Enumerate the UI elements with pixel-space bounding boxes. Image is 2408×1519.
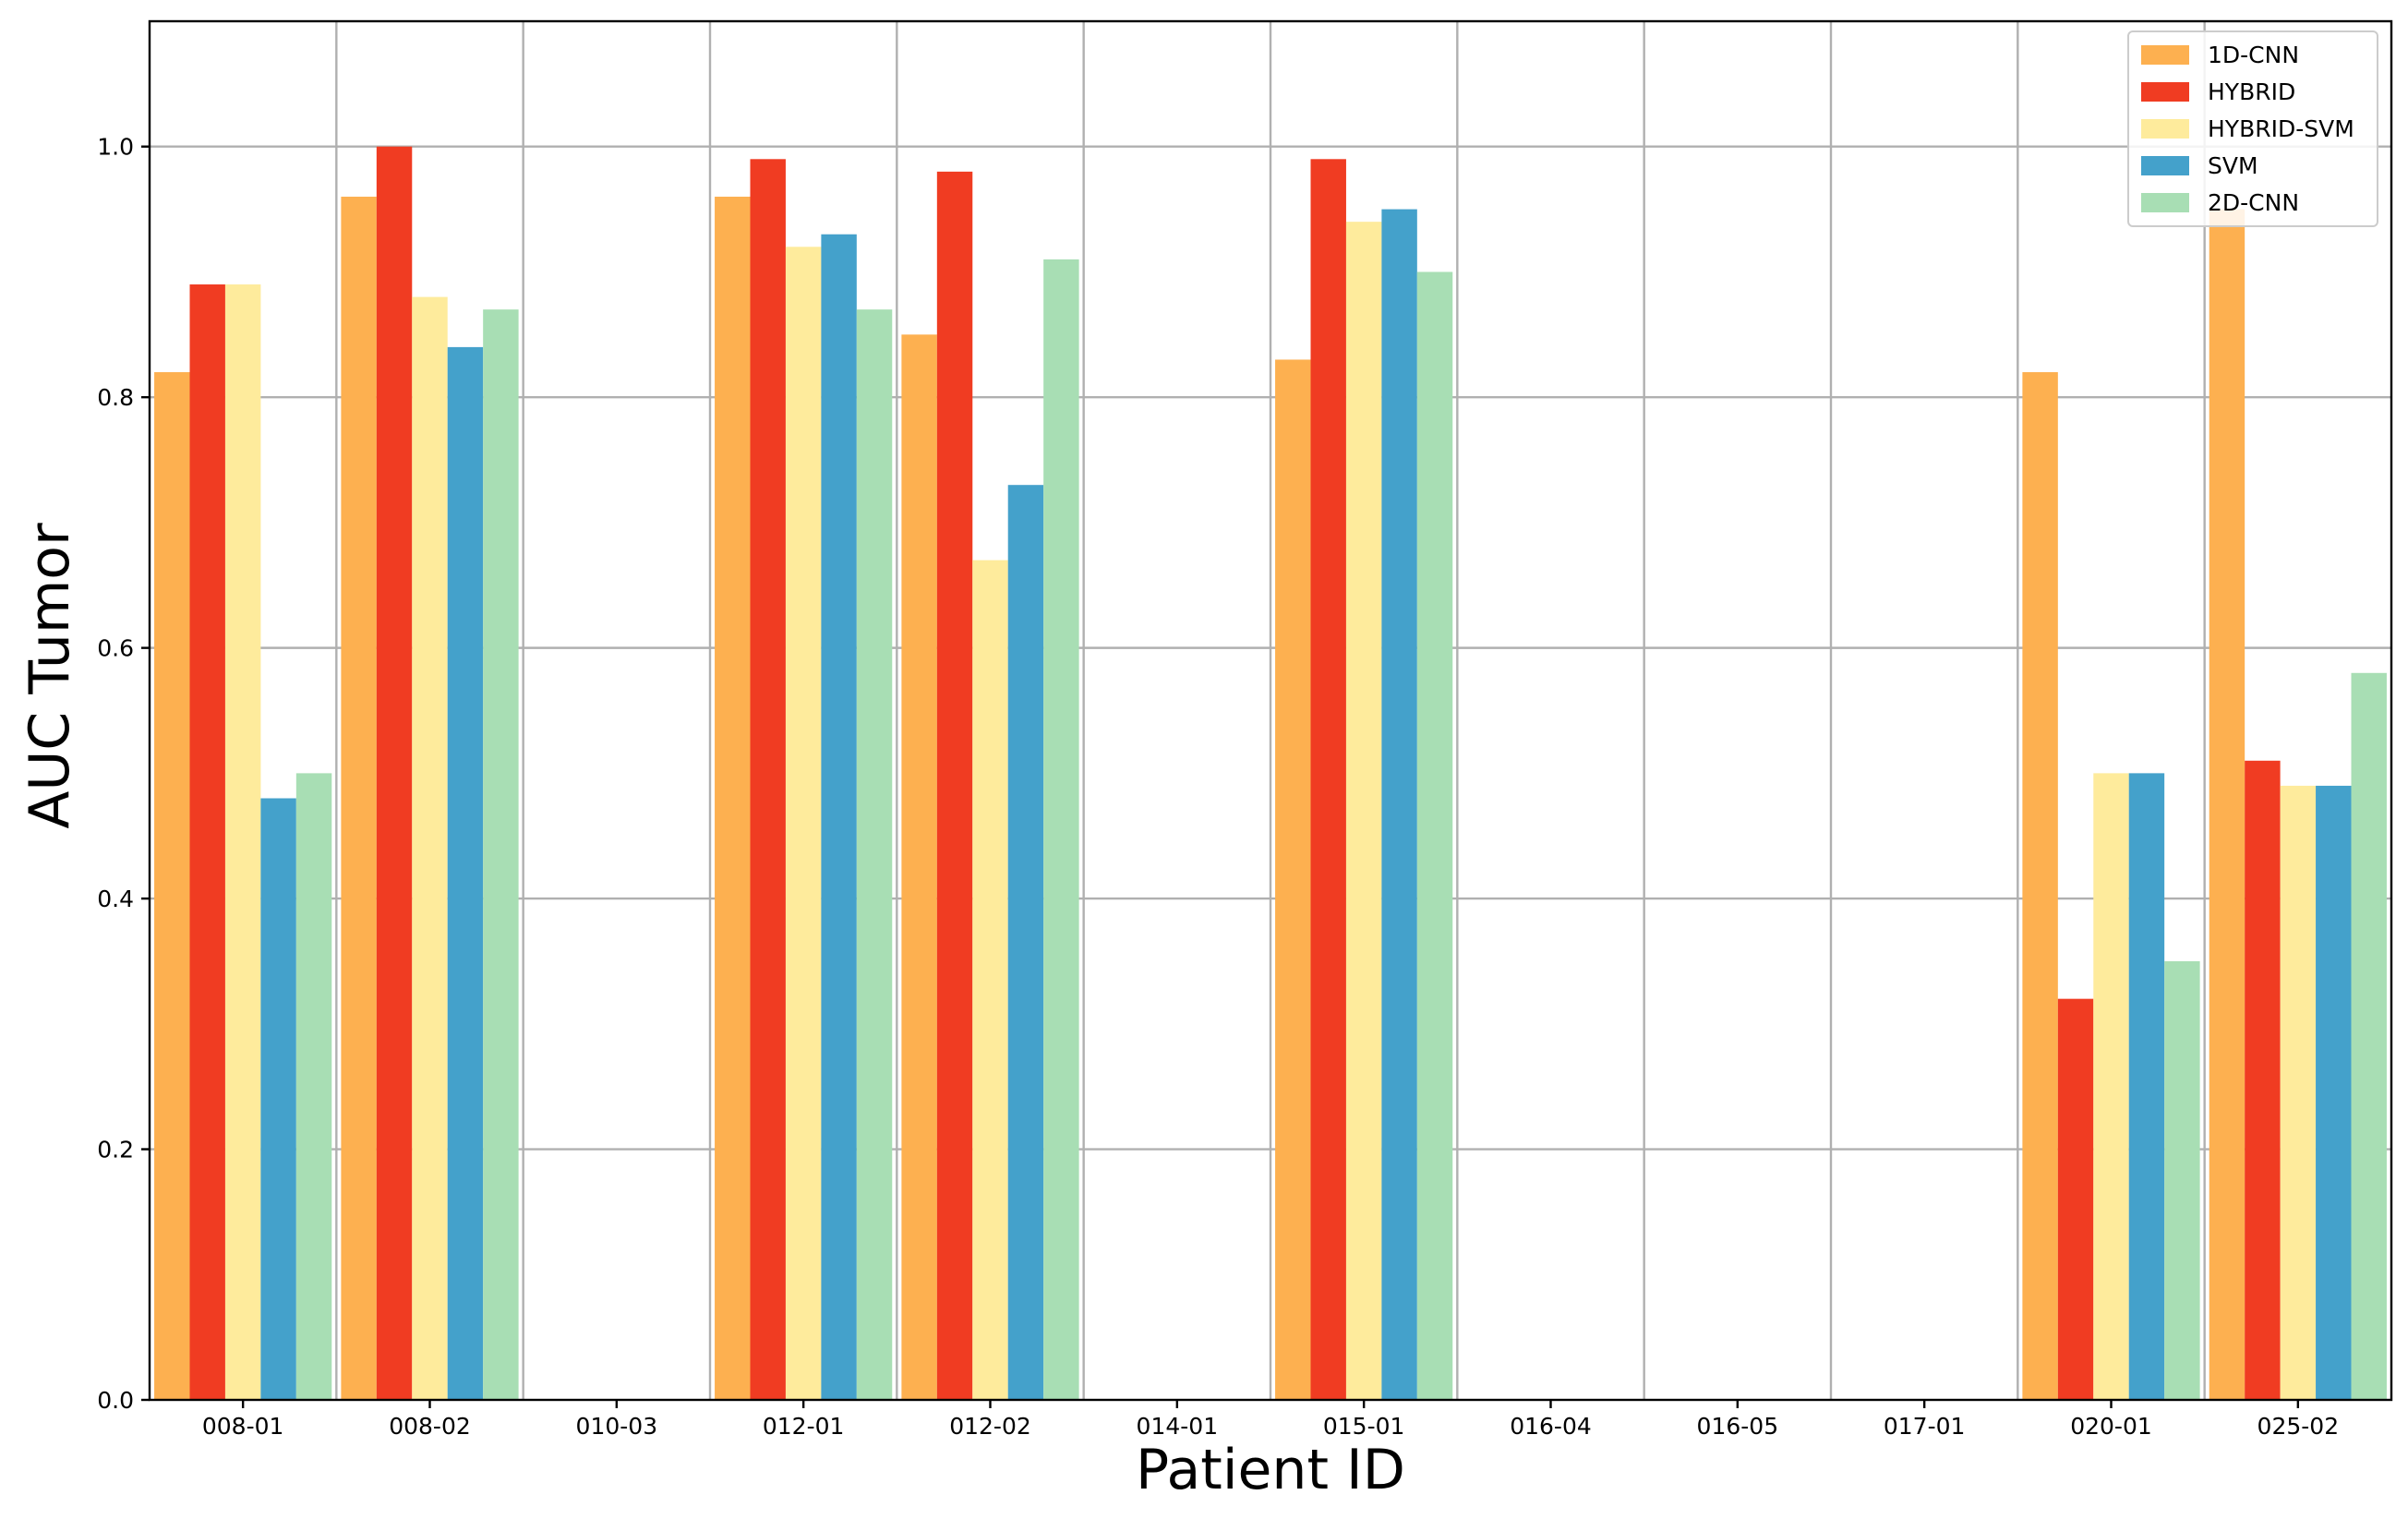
y-tick-label: 0.6 bbox=[97, 635, 134, 662]
legend-label: 2D-CNN bbox=[2208, 189, 2299, 216]
x-tick-label: 008-02 bbox=[389, 1413, 471, 1440]
bar bbox=[2128, 773, 2165, 1400]
bar bbox=[260, 798, 296, 1400]
bar bbox=[856, 309, 893, 1400]
bar bbox=[376, 146, 413, 1400]
bar bbox=[2057, 998, 2094, 1400]
bar bbox=[2316, 785, 2352, 1400]
y-tick-label: 0.8 bbox=[97, 384, 134, 411]
x-tick-label: 017-01 bbox=[1884, 1413, 1966, 1440]
legend-swatch bbox=[2141, 82, 2189, 102]
bar bbox=[1007, 485, 1044, 1400]
y-tick-label: 0.0 bbox=[97, 1387, 134, 1414]
bar bbox=[189, 284, 225, 1400]
y-tick-label: 0.2 bbox=[97, 1137, 134, 1163]
x-tick-label: 016-04 bbox=[1510, 1413, 1592, 1440]
grid bbox=[150, 21, 2391, 1400]
x-tick-label: 025-02 bbox=[2258, 1413, 2340, 1440]
x-tick-label: 010-03 bbox=[576, 1413, 658, 1440]
x-tick-label: 020-01 bbox=[2070, 1413, 2152, 1440]
x-tick-label: 015-01 bbox=[1323, 1413, 1405, 1440]
legend-swatch bbox=[2141, 119, 2189, 139]
x-tick-label: 008-01 bbox=[202, 1413, 284, 1440]
x-tick-label: 016-05 bbox=[1697, 1413, 1779, 1440]
x-tick-label: 012-02 bbox=[949, 1413, 1031, 1440]
bar bbox=[1381, 209, 1417, 1400]
bar bbox=[295, 773, 332, 1400]
x-tick-label: 012-01 bbox=[763, 1413, 845, 1440]
plot-frame bbox=[148, 19, 2393, 1402]
bar bbox=[715, 197, 751, 1400]
bar bbox=[2351, 672, 2387, 1400]
bar bbox=[1310, 159, 1346, 1400]
bar bbox=[2280, 785, 2317, 1400]
bar bbox=[224, 284, 261, 1400]
y-axis-label: AUC Tumor bbox=[18, 523, 82, 829]
bar bbox=[2245, 760, 2281, 1400]
legend-label: HYBRID-SVM bbox=[2208, 115, 2354, 142]
y-tick-label: 0.4 bbox=[97, 886, 134, 912]
legend-swatch bbox=[2141, 45, 2189, 65]
y-tick-label: 1.0 bbox=[97, 134, 134, 161]
bar bbox=[1275, 359, 1311, 1400]
bar bbox=[2022, 372, 2058, 1400]
bar bbox=[447, 346, 484, 1401]
x-tick-label: 014-01 bbox=[1137, 1413, 1219, 1440]
x-axis-label: Patient ID bbox=[1136, 1438, 1405, 1502]
legend: 1D-CNN HYBRID HYBRID-SVM SVM 2D-CNN bbox=[2127, 30, 2378, 227]
bar bbox=[936, 171, 973, 1401]
bar bbox=[785, 247, 822, 1400]
bar bbox=[412, 296, 448, 1401]
legend-label: HYBRID bbox=[2208, 78, 2295, 105]
legend-label: 1D-CNN bbox=[2208, 42, 2299, 68]
bar bbox=[2093, 773, 2129, 1400]
bar bbox=[901, 334, 937, 1401]
bar bbox=[1043, 259, 1079, 1400]
bar bbox=[154, 372, 190, 1400]
legend-label: SVM bbox=[2208, 152, 2258, 179]
bar bbox=[2164, 960, 2200, 1400]
bar bbox=[2209, 209, 2245, 1400]
legend-box bbox=[2127, 30, 2378, 227]
legend-swatch bbox=[2141, 156, 2189, 175]
bar bbox=[1416, 271, 1453, 1400]
bar bbox=[750, 159, 786, 1400]
bar bbox=[341, 197, 377, 1400]
legend-swatch bbox=[2141, 193, 2189, 212]
bar bbox=[483, 309, 519, 1400]
bars bbox=[154, 146, 2387, 1401]
bar bbox=[1345, 222, 1382, 1401]
bar bbox=[821, 234, 857, 1401]
axes: 0.0 0.2 0.4 0.6 0.8 1.0 008-01 008-02 010-03 012-… bbox=[97, 19, 2393, 1440]
bar bbox=[972, 560, 1008, 1400]
